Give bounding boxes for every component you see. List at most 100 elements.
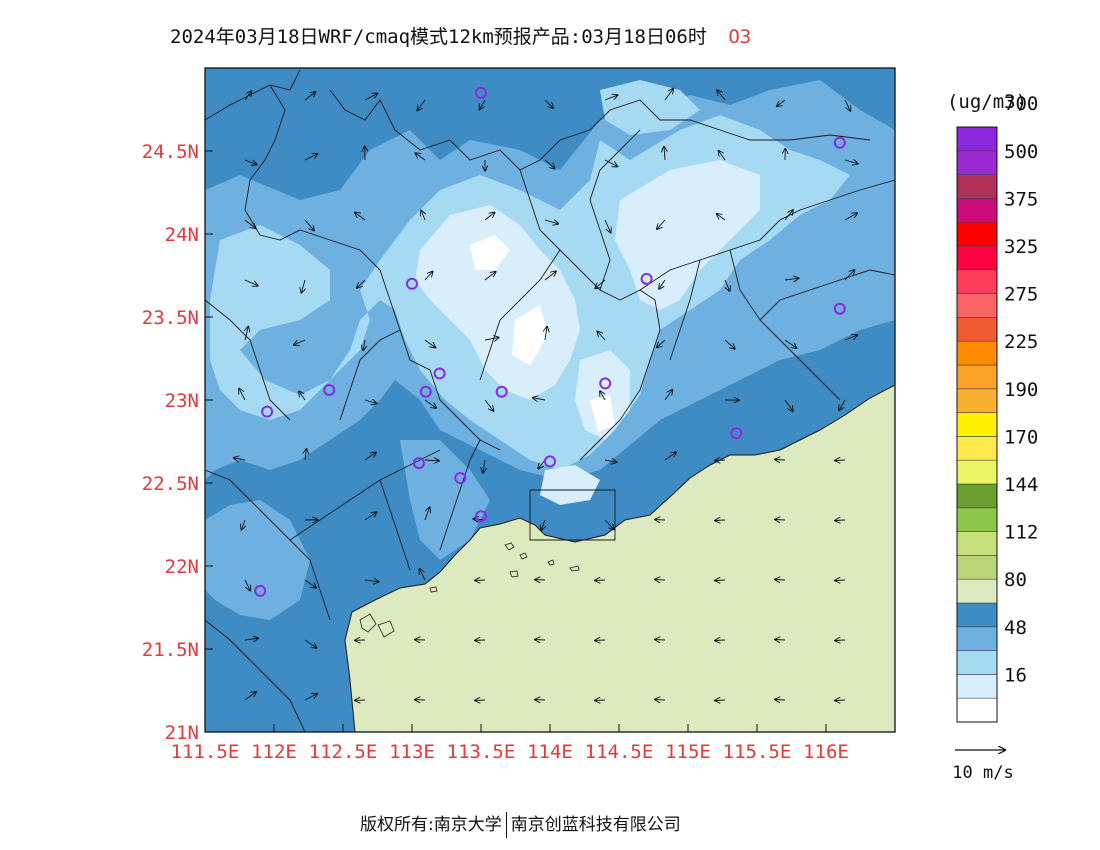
legend-swatch xyxy=(956,340,998,366)
station-marker xyxy=(730,427,743,440)
x-tick-label: 113.5E xyxy=(447,741,516,763)
wind-arrow xyxy=(544,99,553,108)
wind-arrow xyxy=(364,93,377,101)
station-marker xyxy=(544,455,556,468)
station-marker xyxy=(495,385,508,398)
wind-arrow xyxy=(717,214,726,221)
wind-arrow xyxy=(604,519,614,529)
concentration-band-white-3 xyxy=(590,395,615,432)
station-marker xyxy=(833,136,846,149)
legend-swatch xyxy=(956,198,998,223)
wind-arrow xyxy=(544,220,558,224)
wind-arrow xyxy=(304,694,317,701)
wind-arrow xyxy=(364,400,377,403)
wind-arrow xyxy=(839,399,846,410)
legend-labels: 16 48 80 112 144 170 190 225 275 325 375 500 700 xyxy=(1004,93,1038,686)
station-marker xyxy=(475,86,487,99)
wind-arrow xyxy=(784,399,793,411)
legend-swatch xyxy=(956,578,998,604)
wind-arrow xyxy=(424,399,436,408)
wind-arrow xyxy=(844,99,850,111)
wind-arrow xyxy=(844,270,854,281)
wind-arrow xyxy=(304,579,316,588)
station-marker xyxy=(254,584,267,597)
wind-arrow xyxy=(304,639,317,648)
x-tick-label: 115E xyxy=(665,741,711,763)
legend-label: 112 xyxy=(1004,522,1038,544)
station-marker xyxy=(412,457,425,470)
copyright-company: 南京创蓝科技有限公司 xyxy=(510,815,681,835)
wind-arrow xyxy=(244,91,251,101)
map-title: 2024年03月18日WRF/cmaq模式12km预报产品:03月18日06时 … xyxy=(170,22,751,49)
concentration-band-pale-east xyxy=(615,160,760,310)
footer-separator xyxy=(505,812,507,838)
station-marker xyxy=(261,405,274,418)
y-tick-label: 22.5N xyxy=(142,473,199,495)
islands xyxy=(359,542,580,638)
y-tick-label: 21N xyxy=(165,722,199,744)
wind-arrow xyxy=(844,335,857,341)
wind-arrow xyxy=(479,99,486,109)
legend-label: 500 xyxy=(1004,141,1038,163)
legend-label: 190 xyxy=(1004,379,1038,401)
concentration-band-white xyxy=(470,235,510,270)
legend-swatch xyxy=(956,293,998,318)
wind-arrow xyxy=(484,272,496,281)
wind-arrow xyxy=(299,391,306,401)
wind-arrow xyxy=(604,219,611,233)
wind-arrow xyxy=(294,339,306,345)
wind-arrow xyxy=(363,339,365,350)
wind-arrow xyxy=(421,210,425,221)
wind-arrow xyxy=(717,90,726,101)
legend-label: 700 xyxy=(1004,93,1038,115)
station-markers xyxy=(254,86,846,597)
wind-arrow xyxy=(244,579,250,591)
legend-label: 16 xyxy=(1004,664,1027,686)
wind-arrow xyxy=(484,399,493,411)
legend-label: 48 xyxy=(1004,617,1027,639)
legend-swatch xyxy=(956,221,998,247)
wind-arrow xyxy=(784,210,793,221)
legend-frame xyxy=(956,126,998,723)
wind-arrow xyxy=(364,580,379,582)
station-marker xyxy=(419,385,432,398)
wind-arrow xyxy=(544,271,556,281)
wind-arrow xyxy=(239,389,246,401)
y-tick-label: 23.5N xyxy=(142,307,199,329)
y-tick-label: 24N xyxy=(165,224,199,246)
wind-arrow xyxy=(777,99,786,106)
y-tick-label: 24.5N xyxy=(142,141,199,163)
wind-arrow xyxy=(415,153,426,161)
wind-arrow xyxy=(424,272,433,281)
copyright-footer: 版权所有:南京大学 南京创蓝科技有限公司 xyxy=(360,810,681,838)
wind-arrow xyxy=(545,327,547,341)
wind-arrow xyxy=(417,99,426,111)
concentration-band-pale-coast xyxy=(540,465,600,505)
legend-label: 170 xyxy=(1004,426,1038,448)
concentration-band-mid-west xyxy=(205,500,310,620)
legend-swatch xyxy=(956,483,998,509)
wind-arrow xyxy=(664,147,665,161)
x-tick-label: 112.5E xyxy=(309,741,378,763)
wind-arrow xyxy=(664,452,676,461)
y-tick-label: 21.5N xyxy=(142,639,199,661)
legend-swatch xyxy=(956,507,998,532)
legend-unit: (ug/m3) xyxy=(947,91,1027,113)
wind-arrow xyxy=(244,159,257,165)
wind-arrow xyxy=(420,569,426,581)
concentration-band-pale xyxy=(415,205,580,400)
wind-arrow xyxy=(844,160,858,164)
wind-arrow xyxy=(659,279,666,289)
ocean-area xyxy=(345,385,895,732)
map-plot-area xyxy=(205,68,895,732)
concentration-band-white-2 xyxy=(512,305,548,365)
wind-arrow xyxy=(597,331,606,341)
x-tick-label: 114E xyxy=(527,741,573,763)
wind-arrow xyxy=(595,279,606,288)
wind-arrow xyxy=(473,519,486,520)
y-tick-label: 23N xyxy=(165,390,199,412)
longitude-axis: 111.5E 112E 112.5E 113E 113.5E 114E 114.5E 115E… xyxy=(171,724,849,763)
legend-swatch xyxy=(956,626,998,651)
x-tick-label: 113E xyxy=(389,741,435,763)
wind-arrow xyxy=(541,519,545,530)
